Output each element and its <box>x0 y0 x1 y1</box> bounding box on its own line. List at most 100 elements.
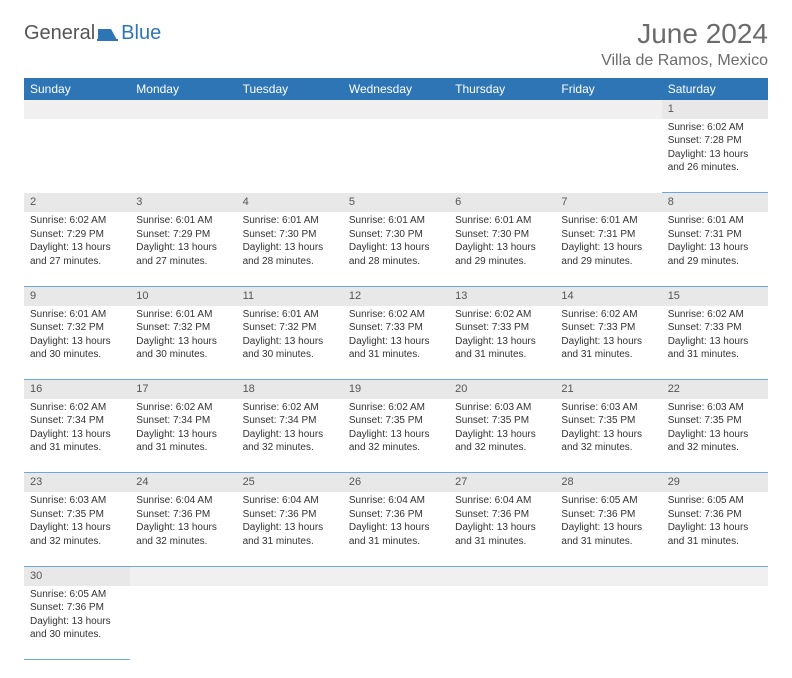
day-sr: Sunrise: 6:02 AM <box>349 401 443 415</box>
day-cell <box>130 119 236 193</box>
day-d1: Daylight: 13 hours <box>30 428 124 442</box>
day-d1: Daylight: 13 hours <box>455 428 549 442</box>
day-ss: Sunset: 7:33 PM <box>349 321 443 335</box>
day-cell <box>449 119 555 193</box>
day-d1: Daylight: 13 hours <box>30 521 124 535</box>
day-ss: Sunset: 7:36 PM <box>136 508 230 522</box>
day-number: 6 <box>449 193 555 212</box>
day-sr: Sunrise: 6:01 AM <box>349 214 443 228</box>
day-d2: and 29 minutes. <box>668 255 762 269</box>
day-ss: Sunset: 7:36 PM <box>30 601 124 615</box>
day-cell: Sunrise: 6:01 AMSunset: 7:32 PMDaylight:… <box>24 306 130 380</box>
day-sr: Sunrise: 6:02 AM <box>30 401 124 415</box>
day-d2: and 32 minutes. <box>349 441 443 455</box>
day-d1: Daylight: 13 hours <box>561 521 655 535</box>
day-sr: Sunrise: 6:01 AM <box>243 214 337 228</box>
day-ss: Sunset: 7:35 PM <box>455 414 549 428</box>
day-d2: and 28 minutes. <box>349 255 443 269</box>
day-d1: Daylight: 13 hours <box>349 241 443 255</box>
day-ss: Sunset: 7:28 PM <box>668 134 762 148</box>
day-cell: Sunrise: 6:02 AMSunset: 7:28 PMDaylight:… <box>662 119 768 193</box>
day-ss: Sunset: 7:33 PM <box>561 321 655 335</box>
daynum-row: 1 <box>24 100 768 119</box>
day-cell <box>449 586 555 660</box>
day-ss: Sunset: 7:30 PM <box>349 228 443 242</box>
weekday-header-row: Sunday Monday Tuesday Wednesday Thursday… <box>24 78 768 100</box>
day-d2: and 31 minutes. <box>30 441 124 455</box>
day-number <box>130 566 236 585</box>
day-d1: Daylight: 13 hours <box>561 428 655 442</box>
day-number <box>343 566 449 585</box>
day-number: 19 <box>343 380 449 399</box>
weekday-header: Friday <box>555 78 661 100</box>
day-d1: Daylight: 13 hours <box>561 335 655 349</box>
day-d2: and 31 minutes. <box>349 348 443 362</box>
day-d2: and 26 minutes. <box>668 161 762 175</box>
day-d2: and 32 minutes. <box>561 441 655 455</box>
day-d2: and 29 minutes. <box>455 255 549 269</box>
day-cell: Sunrise: 6:03 AMSunset: 7:35 PMDaylight:… <box>662 399 768 473</box>
day-sr: Sunrise: 6:02 AM <box>668 121 762 135</box>
day-number <box>662 566 768 585</box>
day-sr: Sunrise: 6:04 AM <box>243 494 337 508</box>
day-sr: Sunrise: 6:02 AM <box>455 308 549 322</box>
day-number <box>449 100 555 119</box>
day-d2: and 29 minutes. <box>561 255 655 269</box>
day-cell <box>343 119 449 193</box>
day-ss: Sunset: 7:36 PM <box>668 508 762 522</box>
daynum-row: 30 <box>24 566 768 585</box>
day-d2: and 30 minutes. <box>30 348 124 362</box>
header: General Blue June 2024 Villa de Ramos, M… <box>24 18 768 70</box>
day-d2: and 32 minutes. <box>243 441 337 455</box>
day-sr: Sunrise: 6:05 AM <box>30 588 124 602</box>
day-ss: Sunset: 7:34 PM <box>136 414 230 428</box>
day-number: 10 <box>130 286 236 305</box>
day-number: 4 <box>237 193 343 212</box>
day-d1: Daylight: 13 hours <box>243 521 337 535</box>
day-d2: and 31 minutes. <box>243 535 337 549</box>
day-ss: Sunset: 7:36 PM <box>561 508 655 522</box>
day-number: 28 <box>555 473 661 492</box>
day-d1: Daylight: 13 hours <box>136 428 230 442</box>
day-d2: and 31 minutes. <box>561 535 655 549</box>
day-sr: Sunrise: 6:01 AM <box>243 308 337 322</box>
day-cell <box>24 119 130 193</box>
day-ss: Sunset: 7:32 PM <box>243 321 337 335</box>
day-number: 1 <box>662 100 768 119</box>
day-number: 5 <box>343 193 449 212</box>
day-sr: Sunrise: 6:02 AM <box>136 401 230 415</box>
location: Villa de Ramos, Mexico <box>601 52 768 70</box>
day-d1: Daylight: 13 hours <box>668 241 762 255</box>
day-d1: Daylight: 13 hours <box>136 335 230 349</box>
day-d2: and 30 minutes. <box>30 628 124 642</box>
day-number: 3 <box>130 193 236 212</box>
day-cell: Sunrise: 6:04 AMSunset: 7:36 PMDaylight:… <box>130 492 236 566</box>
day-cell: Sunrise: 6:01 AMSunset: 7:32 PMDaylight:… <box>130 306 236 380</box>
day-number: 11 <box>237 286 343 305</box>
week-row: Sunrise: 6:05 AMSunset: 7:36 PMDaylight:… <box>24 586 768 660</box>
day-d2: and 31 minutes. <box>455 348 549 362</box>
day-d1: Daylight: 13 hours <box>455 335 549 349</box>
day-cell: Sunrise: 6:02 AMSunset: 7:33 PMDaylight:… <box>449 306 555 380</box>
day-cell: Sunrise: 6:03 AMSunset: 7:35 PMDaylight:… <box>449 399 555 473</box>
day-sr: Sunrise: 6:03 AM <box>561 401 655 415</box>
week-row: Sunrise: 6:02 AMSunset: 7:29 PMDaylight:… <box>24 212 768 286</box>
day-d1: Daylight: 13 hours <box>455 241 549 255</box>
day-d1: Daylight: 13 hours <box>561 241 655 255</box>
day-d1: Daylight: 13 hours <box>243 335 337 349</box>
day-d2: and 32 minutes. <box>136 535 230 549</box>
logo-flag-icon <box>97 26 119 42</box>
day-d2: and 30 minutes. <box>243 348 337 362</box>
day-d2: and 32 minutes. <box>668 441 762 455</box>
day-sr: Sunrise: 6:01 AM <box>561 214 655 228</box>
day-number <box>237 566 343 585</box>
day-number <box>555 566 661 585</box>
day-sr: Sunrise: 6:03 AM <box>455 401 549 415</box>
day-number: 2 <box>24 193 130 212</box>
day-cell: Sunrise: 6:02 AMSunset: 7:34 PMDaylight:… <box>130 399 236 473</box>
day-sr: Sunrise: 6:02 AM <box>30 214 124 228</box>
day-number: 30 <box>24 566 130 585</box>
day-number: 7 <box>555 193 661 212</box>
day-number: 17 <box>130 380 236 399</box>
day-ss: Sunset: 7:35 PM <box>561 414 655 428</box>
